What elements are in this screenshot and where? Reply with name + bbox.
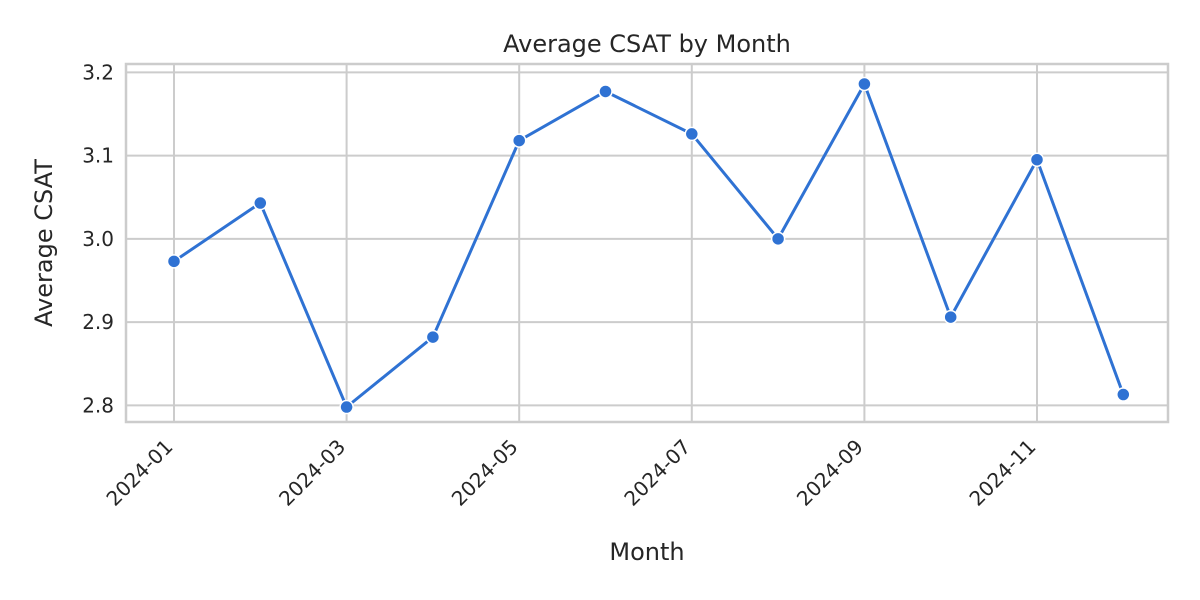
data-point bbox=[943, 309, 958, 325]
y-tick-label: 3.1 bbox=[82, 144, 114, 168]
data-point bbox=[339, 399, 354, 415]
series-line bbox=[173, 82, 1125, 409]
gridlines bbox=[126, 64, 1168, 422]
y-tick-label: 2.9 bbox=[82, 310, 114, 334]
y-tick-label: 3.2 bbox=[82, 60, 114, 84]
y-tick-label: 2.8 bbox=[82, 393, 114, 417]
series-layer bbox=[166, 76, 1131, 415]
data-point bbox=[857, 76, 872, 92]
data-point bbox=[770, 231, 786, 247]
y-axis-ticks: 2.8 2.9 3.0 3.1 3.2 bbox=[82, 60, 114, 417]
data-point bbox=[684, 126, 700, 142]
data-point bbox=[425, 329, 441, 345]
chart-title: Average CSAT by Month bbox=[503, 30, 791, 58]
data-point bbox=[166, 254, 182, 269]
data-point bbox=[511, 133, 527, 148]
x-axis-label: Month bbox=[609, 538, 684, 566]
y-tick-label: 3.0 bbox=[82, 227, 114, 251]
plot-frame bbox=[124, 62, 1170, 424]
data-point bbox=[598, 84, 613, 99]
y-axis-label: Average CSAT bbox=[30, 159, 58, 327]
data-point bbox=[253, 195, 268, 211]
data-point bbox=[1029, 152, 1045, 167]
data-point bbox=[1116, 387, 1131, 402]
